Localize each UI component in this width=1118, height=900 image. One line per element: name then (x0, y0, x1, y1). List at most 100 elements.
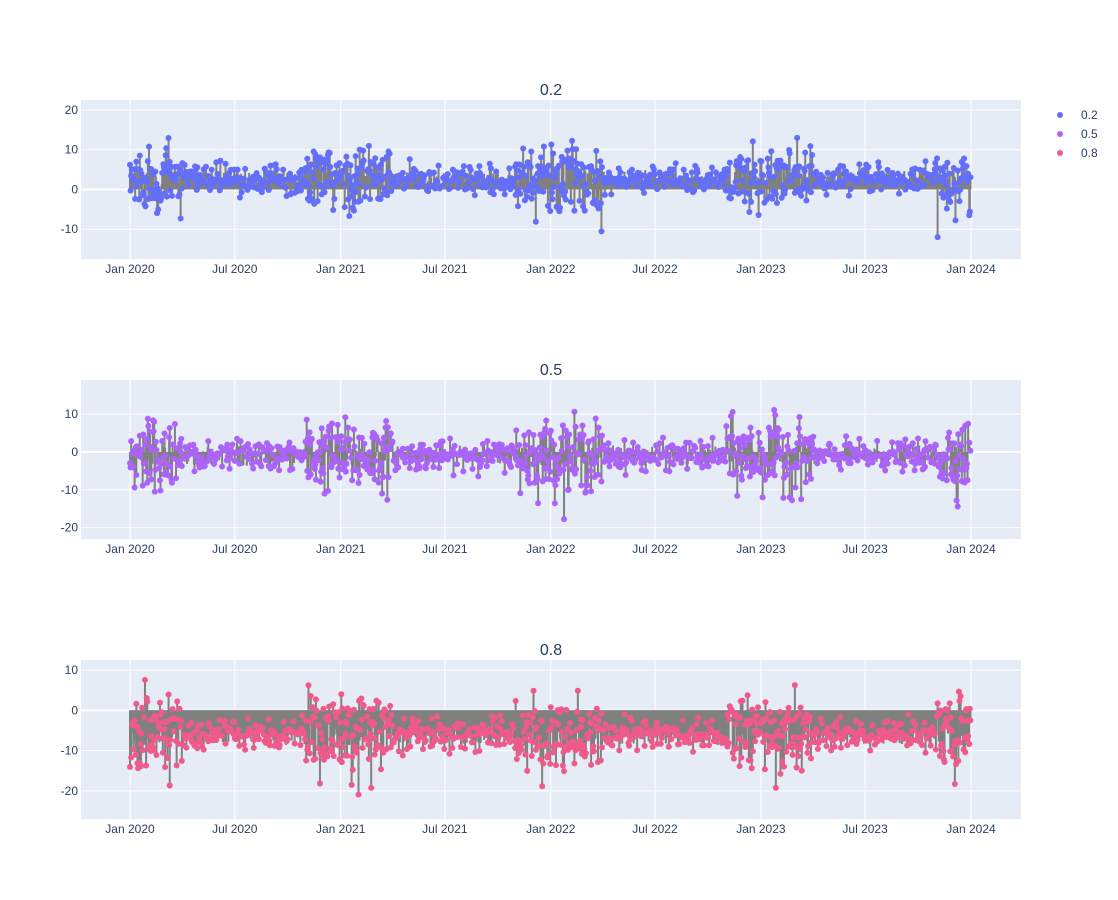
data-point (317, 478, 324, 485)
data-point (360, 147, 367, 154)
data-point (338, 433, 345, 440)
data-point (672, 160, 679, 167)
data-point (845, 192, 852, 199)
data-point (543, 417, 550, 424)
data-point (886, 182, 893, 189)
data-point (544, 202, 551, 209)
data-point (194, 164, 201, 171)
data-point (127, 187, 134, 194)
data-point (839, 183, 846, 190)
data-point (966, 439, 973, 446)
data-point (523, 452, 530, 459)
data-point (314, 198, 321, 205)
data-point (451, 442, 458, 449)
data-point (463, 172, 470, 179)
data-point (884, 166, 891, 173)
data-point (207, 186, 214, 193)
data-point (167, 463, 174, 470)
data-point (386, 446, 393, 453)
data-point (592, 177, 599, 184)
data-point (585, 438, 592, 445)
data-point (747, 180, 754, 187)
data-point (934, 155, 941, 162)
data-point (217, 157, 224, 164)
data-point (778, 449, 785, 456)
data-point (733, 452, 740, 459)
data-point (525, 472, 532, 479)
data-point (687, 178, 694, 185)
x-tick-label: Jul 2023 (842, 822, 888, 836)
data-point (331, 195, 338, 202)
data-point (305, 182, 312, 189)
data-point (133, 443, 140, 450)
data-point (191, 468, 198, 475)
data-point (506, 165, 513, 172)
data-point (385, 474, 392, 481)
data-point (719, 446, 726, 453)
data-point (683, 172, 690, 179)
data-point (202, 163, 209, 170)
data-point (177, 215, 184, 222)
data-point (709, 434, 716, 441)
data-point (891, 451, 898, 458)
data-point (760, 172, 767, 179)
data-point (399, 169, 406, 176)
data-point (374, 180, 381, 187)
data-point (633, 182, 640, 189)
data-point (358, 434, 365, 441)
data-point (615, 446, 622, 453)
data-point (307, 441, 314, 448)
data-point (430, 449, 437, 456)
data-point (310, 175, 317, 182)
data-point (376, 465, 383, 472)
data-point (236, 460, 243, 467)
data-point (345, 447, 352, 454)
data-point (670, 461, 677, 468)
data-point (483, 181, 490, 188)
data-point (734, 492, 741, 499)
data-point (946, 429, 953, 436)
data-point (138, 446, 145, 453)
data-point (831, 170, 838, 177)
data-point (185, 181, 192, 188)
data-point (892, 182, 899, 189)
x-tick-label: Jan 2021 (316, 822, 366, 836)
data-point (879, 459, 886, 466)
data-point (572, 423, 579, 430)
data-point (884, 460, 891, 467)
data-point (960, 456, 967, 463)
data-point (621, 436, 628, 443)
data-point (965, 420, 972, 427)
data-point (178, 435, 185, 442)
data-point (145, 143, 152, 150)
data-point (236, 194, 243, 201)
data-point (954, 503, 961, 510)
data-point (759, 494, 766, 501)
data-point (869, 459, 876, 466)
data-point (538, 154, 545, 161)
data-point (558, 435, 565, 442)
data-point (698, 451, 705, 458)
data-point (598, 228, 605, 235)
data-point (460, 163, 467, 170)
points (127, 406, 974, 523)
data-point (810, 182, 817, 189)
data-point (821, 185, 828, 192)
data-point (565, 486, 572, 493)
data-point (748, 433, 755, 440)
data-point (178, 462, 185, 469)
data-point (634, 444, 641, 451)
data-point (177, 440, 184, 447)
y-tick-label: 0 (71, 182, 78, 196)
data-point (484, 437, 491, 444)
data-point (725, 448, 732, 455)
data-point (957, 186, 964, 193)
data-point (606, 463, 613, 470)
data-point (578, 482, 585, 489)
data-point (686, 185, 693, 192)
data-point (173, 177, 180, 184)
data-point (377, 460, 384, 467)
data-point (802, 149, 809, 156)
subplot-title: 0.5 (540, 362, 562, 379)
data-point (535, 456, 542, 463)
